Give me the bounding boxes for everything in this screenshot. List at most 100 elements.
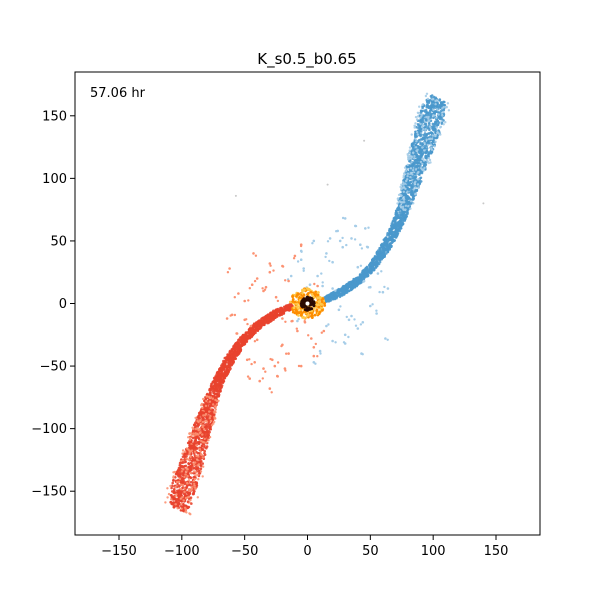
tail-point-light: [181, 449, 185, 452]
tail-point: [346, 284, 349, 288]
tail-point-light: [198, 448, 202, 451]
core-point-dark: [310, 307, 314, 311]
tail-point-light: [446, 102, 450, 105]
debris-point: [250, 283, 254, 287]
tail-point-light: [430, 146, 433, 149]
tail-point: [411, 192, 415, 195]
core-point: [313, 313, 317, 317]
tail-point: [383, 240, 387, 243]
tail-point-light: [200, 440, 203, 443]
tail-point: [178, 499, 181, 503]
tail-point-light: [189, 455, 192, 459]
tail-point-light: [209, 419, 213, 423]
tail-point: [190, 484, 193, 487]
tail-point: [355, 281, 358, 285]
tail-point: [280, 313, 284, 316]
tail-point: [219, 378, 223, 382]
tail-point: [431, 122, 435, 126]
tail-point: [338, 289, 342, 293]
tail-point-light: [186, 481, 189, 485]
tail-point-light: [186, 458, 189, 461]
debris-point: [310, 337, 313, 340]
tail-point: [228, 368, 231, 372]
tail-point: [397, 224, 401, 227]
tail-point-light: [215, 403, 218, 406]
tail-point: [267, 313, 270, 317]
tail-point: [393, 226, 397, 230]
debris-point: [345, 243, 348, 247]
tail-point-light: [175, 480, 179, 484]
debris-point: [248, 287, 251, 290]
debris-point: [235, 332, 238, 335]
tail-point-light: [187, 495, 190, 499]
tail-point: [426, 104, 430, 108]
debris-point: [292, 257, 296, 260]
core-point: [315, 309, 319, 313]
tail-point: [420, 119, 424, 122]
tail-point: [216, 382, 220, 386]
core-point-dark: [312, 301, 316, 305]
tail-point: [369, 269, 372, 273]
tail-point: [401, 216, 405, 219]
tail-point-light: [205, 441, 208, 444]
tail-point: [189, 464, 192, 468]
tail-point: [223, 371, 226, 375]
core-point: [291, 308, 295, 312]
tail-point-light: [427, 137, 431, 141]
tail-point: [390, 224, 393, 227]
tail-point: [273, 311, 276, 314]
tail-point: [171, 502, 174, 506]
debris-point: [321, 281, 324, 284]
tail-point: [410, 143, 414, 147]
tail-point: [407, 187, 411, 191]
debris-point: [293, 254, 297, 258]
debris-point: [325, 324, 328, 328]
y-axis: −150 −100 −50 0 50 100 150: [31, 109, 75, 500]
tail-point-light: [197, 478, 200, 481]
tail-point-light: [196, 473, 199, 476]
tail-point: [219, 366, 223, 370]
tail-point: [358, 281, 362, 285]
tail-point: [385, 243, 388, 247]
tail-point: [393, 232, 396, 235]
debris-point: [326, 240, 330, 243]
core-point: [320, 300, 324, 303]
tail-point-light: [419, 167, 423, 170]
tail-point: [376, 254, 380, 257]
tail-point-light: [194, 427, 198, 431]
tail-point-light: [431, 134, 434, 137]
tail-point: [259, 323, 263, 327]
tail-point: [333, 296, 337, 299]
tail-point: [217, 371, 220, 375]
core-point: [289, 300, 292, 304]
debris-point: [331, 339, 334, 343]
debris-point: [314, 362, 317, 365]
tail-point: [325, 295, 329, 299]
core-point-dark: [300, 300, 304, 304]
tail-point-light: [174, 495, 177, 498]
tail-point: [399, 216, 403, 220]
debris-point: [367, 226, 370, 229]
tail-point: [424, 134, 428, 137]
tail-point-light: [420, 115, 423, 118]
tail-point-light: [196, 496, 199, 499]
tail-point-light: [197, 420, 200, 424]
tail-point: [233, 356, 237, 360]
tail-point-light: [421, 103, 424, 107]
tail-point: [191, 436, 195, 440]
tail-point-light: [441, 114, 444, 117]
tail-point-light: [401, 201, 405, 204]
tail-point-light: [425, 116, 428, 119]
y-tick-label: 0: [59, 297, 67, 312]
tail-point: [228, 362, 232, 366]
tail-point-light: [177, 480, 181, 484]
tail-point: [200, 415, 203, 419]
debris-point: [378, 290, 381, 294]
tail-point: [338, 292, 341, 296]
tail-point: [221, 365, 225, 369]
debris-point: [341, 245, 345, 249]
tail-point-light: [184, 510, 187, 513]
core-point: [297, 292, 300, 296]
tail-point-light: [421, 124, 424, 127]
tail-point: [423, 123, 427, 126]
